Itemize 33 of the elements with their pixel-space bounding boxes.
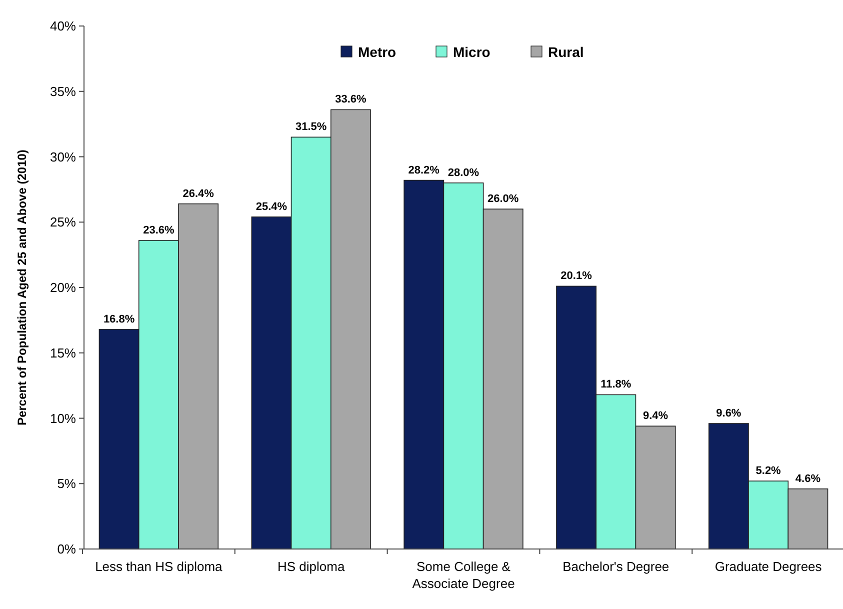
data-label: 31.5% [295,121,327,134]
y-tick-label: 0% [57,542,76,557]
x-tick-label: HS diploma [277,559,346,574]
x-tick-label: Graduate Degrees [714,559,822,574]
data-label: 9.6% [716,407,742,420]
data-label: 16.8% [103,313,135,326]
legend-label: Rural [548,44,584,60]
data-label: 25.4% [256,200,288,213]
data-label: 26.4% [182,188,214,200]
x-tick-label: Bachelor's Degree [562,559,670,574]
y-tick-label: 20% [50,280,76,296]
y-tick-label: 10% [50,410,76,426]
legend-label: Micro [453,44,490,60]
x-tick-label: Some College & Associate Degree [412,559,515,591]
data-label: 28.2% [408,164,440,176]
data-label: 33.6% [335,94,367,106]
y-tick-label: 5% [57,476,76,492]
data-label: 20.1% [560,270,592,282]
data-label: 4.6% [795,472,821,485]
data-label: 23.6% [143,224,174,236]
y-tick-label: 30% [50,149,76,164]
data-label: 5.2% [756,465,782,478]
data-label: 9.4% [642,410,668,422]
y-tick-label: 25% [50,214,76,230]
y-tick-label: 40% [50,18,76,34]
y-axis-title: Percent of Population Aged 25 and Above (2010) [15,150,29,426]
legend-label: Metro [358,44,396,60]
y-tick-label: 35% [50,84,76,99]
data-label: 26.0% [488,193,519,206]
y-tick-label: 15% [50,345,76,360]
data-label: 11.8% [600,378,632,391]
data-label: 28.0% [448,166,480,179]
x-tick-label: Less than HS diploma [95,559,224,574]
